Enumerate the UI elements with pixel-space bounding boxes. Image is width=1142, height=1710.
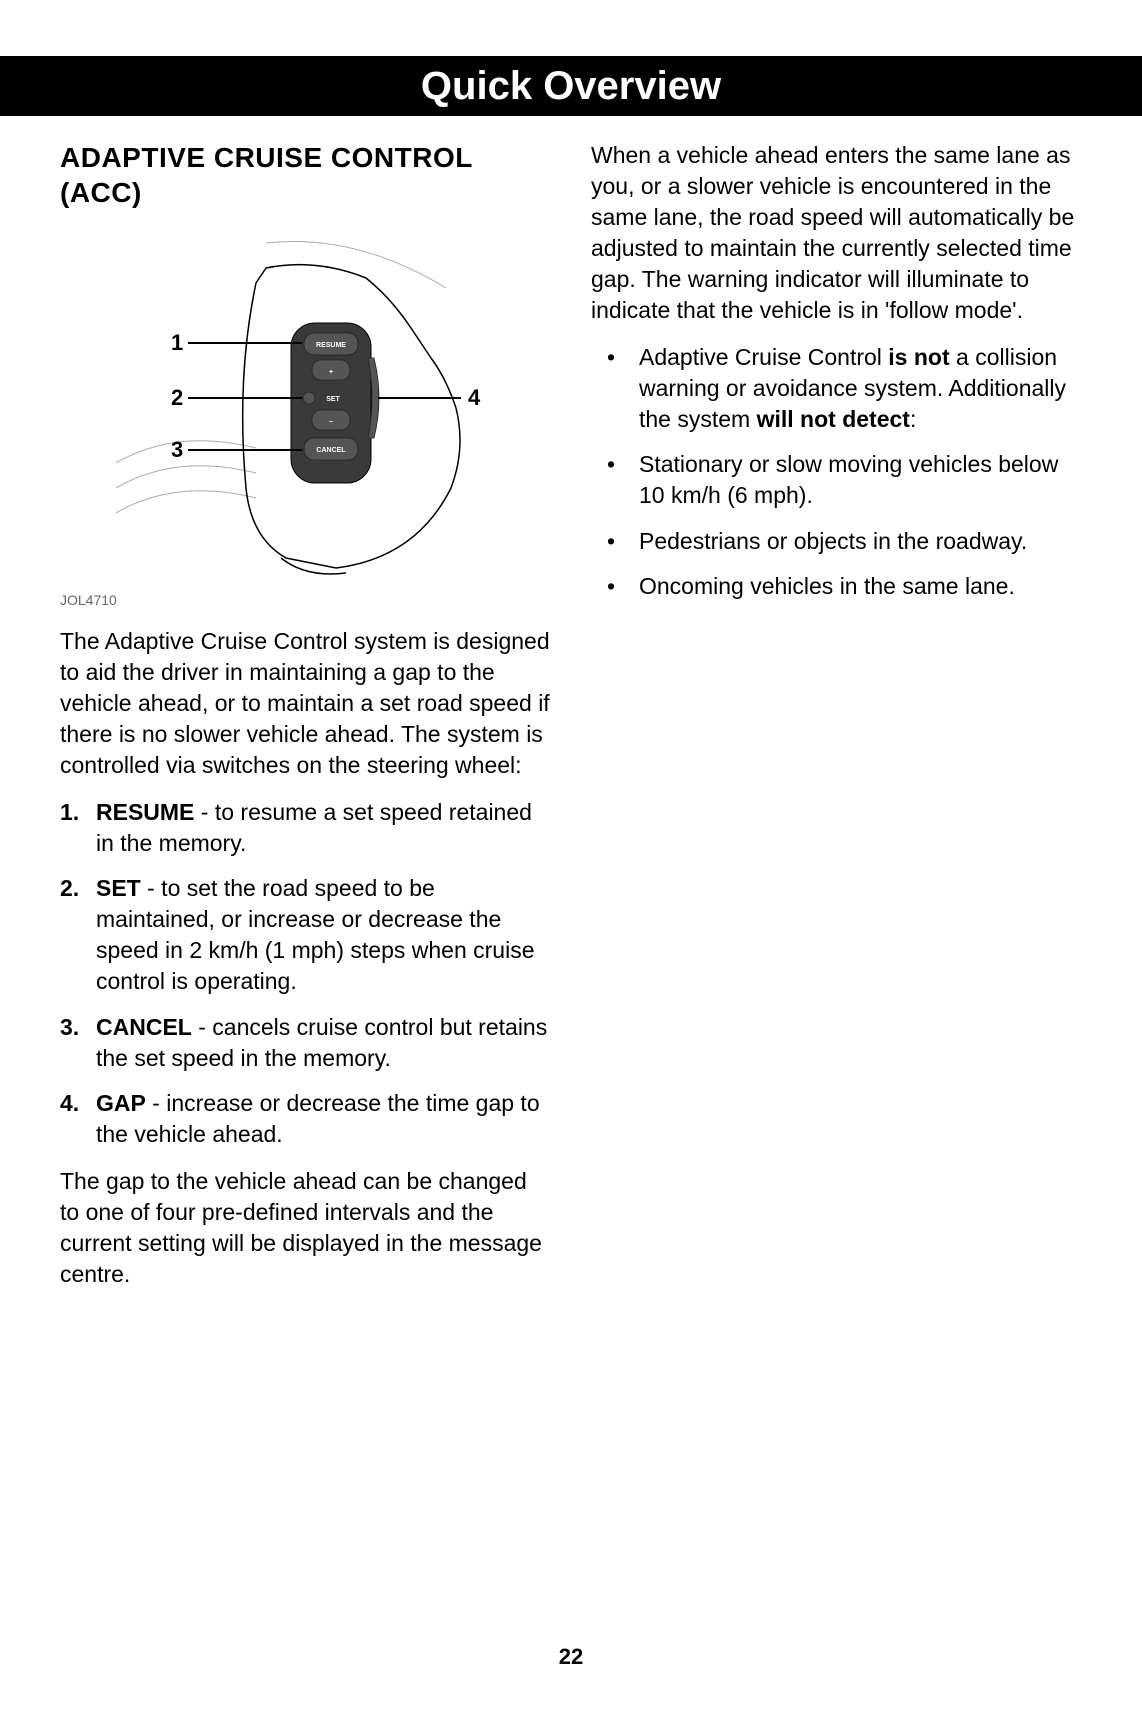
bullet-bold: will not detect xyxy=(757,406,910,432)
bullet-bold: is not xyxy=(888,344,949,370)
bullet-1: Adaptive Cruise Control is not a collisi… xyxy=(591,342,1082,435)
left-column: ADAPTIVE CRUISE CONTROL (ACC) RESUME xyxy=(60,140,551,1306)
set-label: SET xyxy=(326,396,340,403)
cancel-label: CANCEL xyxy=(316,447,346,454)
resume-label: RESUME xyxy=(316,342,346,349)
step-4: 4. GAP - increase or decrease the time g… xyxy=(60,1088,551,1150)
callout-4: 4 xyxy=(468,385,481,410)
figure-caption: JOL4710 xyxy=(60,592,551,608)
step-desc: - increase or decrease the time gap to t… xyxy=(96,1090,540,1147)
step-number: 1. xyxy=(60,797,79,828)
bullet-text-post: : xyxy=(910,406,916,432)
bullet-text: Stationary or slow moving vehicles below… xyxy=(639,451,1058,508)
callout-1: 1 xyxy=(171,330,183,355)
page-header: Quick Overview xyxy=(0,56,1142,116)
step-1: 1. RESUME - to resume a set speed retain… xyxy=(60,797,551,859)
bullet-text: Oncoming vehicles in the same lane. xyxy=(639,573,1015,599)
bullet-4: Oncoming vehicles in the same lane. xyxy=(591,571,1082,602)
page-number: 22 xyxy=(0,1644,1142,1670)
minus-label: − xyxy=(328,419,332,426)
step-number: 2. xyxy=(60,873,79,904)
step-term: CANCEL xyxy=(96,1014,192,1040)
section-heading: ADAPTIVE CRUISE CONTROL (ACC) xyxy=(60,140,551,210)
bullet-text: Pedestrians or objects in the roadway. xyxy=(639,528,1027,554)
step-term: SET xyxy=(96,875,141,901)
step-2: 2. SET - to set the road speed to be mai… xyxy=(60,873,551,997)
bullet-2: Stationary or slow moving vehicles below… xyxy=(591,449,1082,511)
step-number: 4. xyxy=(60,1088,79,1119)
intro-paragraph: The Adaptive Cruise Control system is de… xyxy=(60,626,551,781)
step-term: RESUME xyxy=(96,799,194,825)
numbered-steps: 1. RESUME - to resume a set speed retain… xyxy=(60,797,551,1149)
after-steps-paragraph: The gap to the vehicle ahead can be chan… xyxy=(60,1166,551,1290)
cruise-control-illustration: RESUME + SET − CANCEL xyxy=(116,228,496,588)
step-3: 3. CANCEL - cancels cruise control but r… xyxy=(60,1012,551,1074)
step-term: GAP xyxy=(96,1090,146,1116)
plus-label: + xyxy=(328,369,332,376)
bullet-list: Adaptive Cruise Control is not a collisi… xyxy=(591,342,1082,601)
steering-wheel-figure: RESUME + SET − CANCEL xyxy=(60,228,551,588)
bullet-text-pre: Adaptive Cruise Control xyxy=(639,344,888,370)
right-column: When a vehicle ahead enters the same lan… xyxy=(591,140,1082,1306)
callout-3: 3 xyxy=(171,437,183,462)
right-paragraph: When a vehicle ahead enters the same lan… xyxy=(591,140,1082,326)
content-columns: ADAPTIVE CRUISE CONTROL (ACC) RESUME xyxy=(60,140,1082,1306)
callout-2: 2 xyxy=(171,385,183,410)
step-desc: - to set the road speed to be maintained… xyxy=(96,875,534,994)
step-number: 3. xyxy=(60,1012,79,1043)
bullet-3: Pedestrians or objects in the roadway. xyxy=(591,526,1082,557)
